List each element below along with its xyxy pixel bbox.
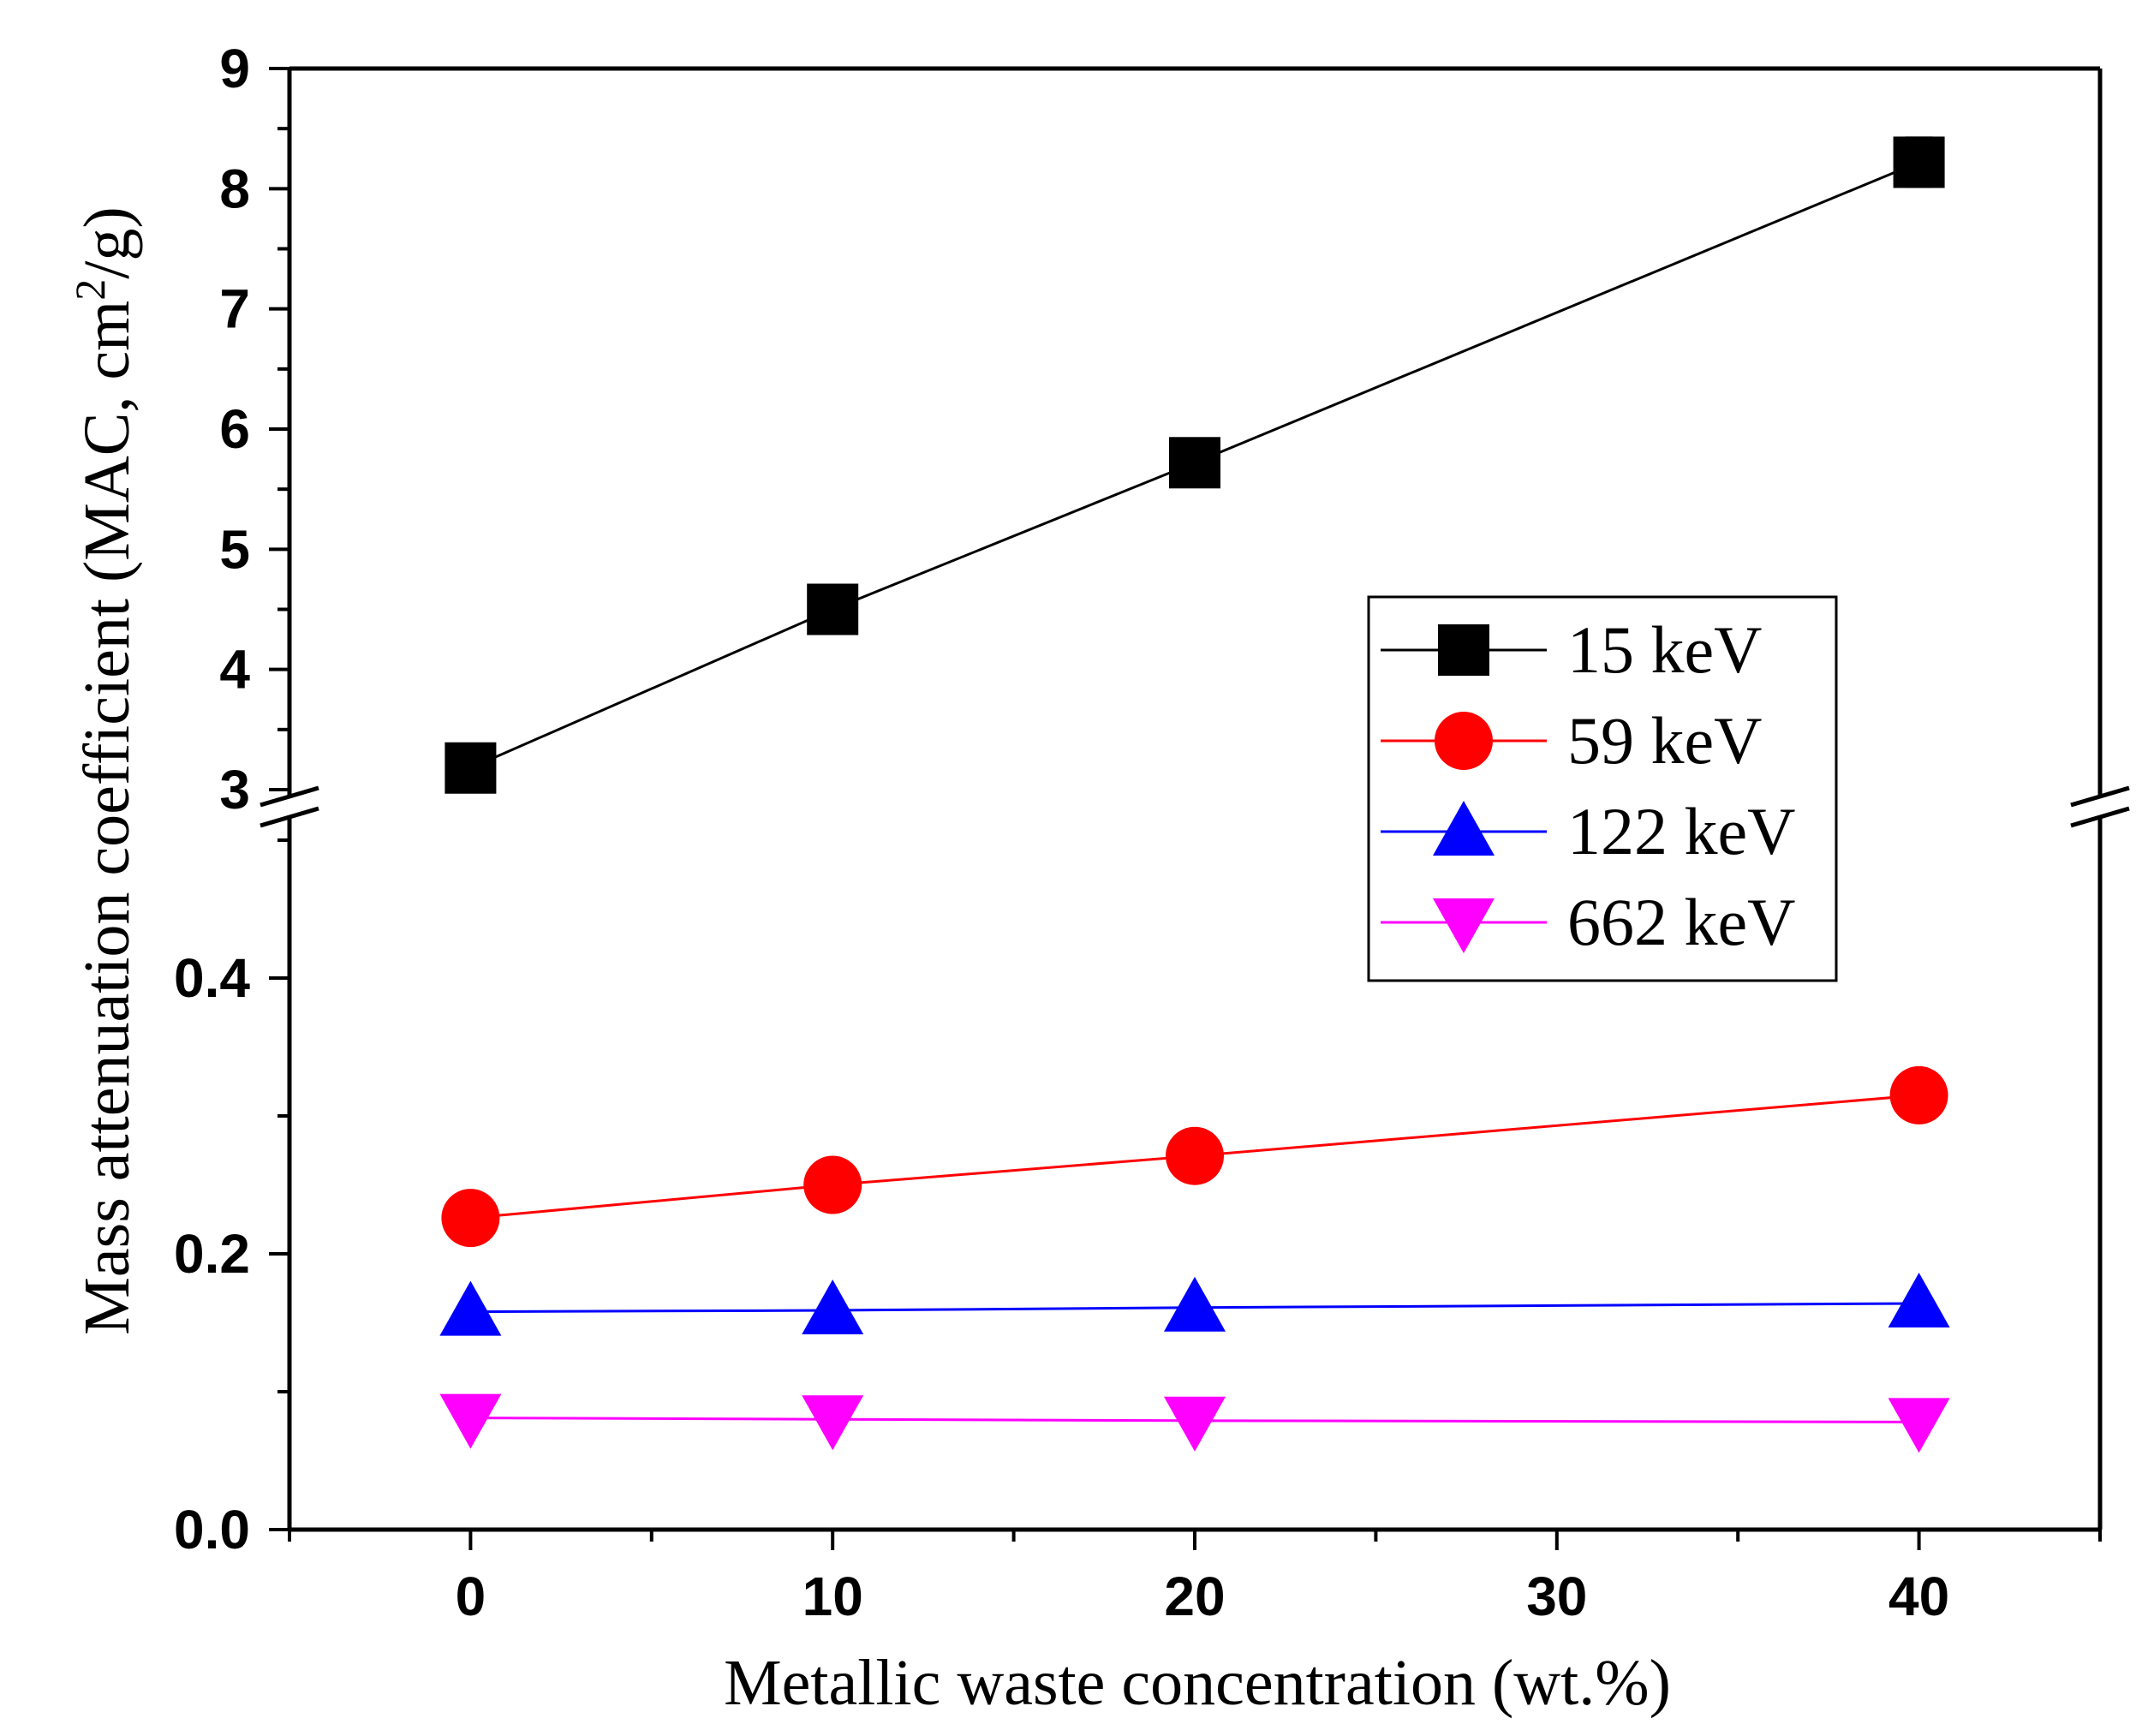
legend-entry: 59 keV bbox=[1381, 703, 1762, 778]
legend-label: 15 keV bbox=[1567, 612, 1762, 687]
x-tick-label: 30 bbox=[1526, 1566, 1587, 1627]
data-point bbox=[802, 1395, 864, 1451]
series-122-kev bbox=[439, 1272, 1950, 1336]
axes-layer: 0 10 20 30 40 3 4 5 6 7 8 9 0.0 0.2 0.4 bbox=[174, 38, 2130, 1627]
x-tick-label: 20 bbox=[1164, 1566, 1225, 1627]
axis-break-right-2 bbox=[2070, 806, 2130, 828]
data-point bbox=[1889, 1065, 1948, 1125]
y-tick-label: 8 bbox=[219, 158, 250, 219]
legend-entry: 15 keV bbox=[1381, 612, 1762, 687]
y-axis-title: Mass attenuation coefficient (MAC, cm2/g… bbox=[66, 206, 143, 1334]
y-tick-label: 3 bbox=[219, 759, 250, 820]
data-point bbox=[802, 1280, 864, 1335]
data-point bbox=[439, 1393, 502, 1449]
data-point bbox=[1164, 1276, 1226, 1332]
y-tick-label: 4 bbox=[219, 639, 250, 701]
y-axis-title-unit: /g) bbox=[71, 206, 143, 278]
axis-break-left-1 bbox=[260, 785, 319, 808]
data-point bbox=[1166, 1126, 1224, 1185]
y-tick-label: 0.4 bbox=[174, 947, 250, 1009]
y-axis-title-main: Mass attenuation coefficient (MAC, cm bbox=[71, 301, 143, 1335]
legend-marker bbox=[1433, 801, 1495, 856]
x-tick-label: 10 bbox=[802, 1566, 863, 1627]
legend-marker bbox=[1435, 712, 1493, 770]
y-tick-label: 7 bbox=[219, 278, 250, 340]
legend: 15 keV 59 keV 122 keV 662 keV bbox=[1367, 595, 1838, 982]
data-point bbox=[1888, 1398, 1950, 1453]
legend-label: 662 keV bbox=[1567, 885, 1795, 959]
series-layer bbox=[439, 136, 1950, 1453]
series-59-kev bbox=[441, 1065, 1948, 1248]
series-line bbox=[470, 1302, 1919, 1314]
legend-entry: 662 keV bbox=[1381, 885, 1795, 959]
x-tick-label: 0 bbox=[456, 1566, 486, 1627]
x-tick-label: 40 bbox=[1888, 1566, 1949, 1627]
data-point bbox=[807, 583, 859, 635]
series-15-kev bbox=[445, 136, 1945, 794]
series-line bbox=[469, 161, 1920, 770]
data-point bbox=[1888, 1272, 1950, 1327]
data-point bbox=[1164, 1396, 1226, 1452]
data-point bbox=[441, 1189, 500, 1248]
y-tick-label: 9 bbox=[219, 38, 250, 99]
series-662-kev bbox=[439, 1393, 1950, 1453]
data-point bbox=[439, 1280, 502, 1336]
y-tick-label: 5 bbox=[219, 518, 250, 580]
data-point bbox=[803, 1155, 862, 1214]
x-axis-title: Metallic waste concentration (wt.%) bbox=[724, 1647, 1671, 1719]
legend-marker bbox=[1433, 898, 1495, 953]
data-point bbox=[445, 742, 497, 794]
y-tick-label: 0.2 bbox=[174, 1223, 250, 1285]
y-tick-label: 6 bbox=[219, 398, 250, 460]
legend-entry: 122 keV bbox=[1381, 794, 1795, 868]
axis-break-left-2 bbox=[260, 806, 319, 828]
axis-break-right-1 bbox=[2070, 785, 2130, 808]
data-point bbox=[1169, 437, 1220, 489]
y-axis-title-sup: 2 bbox=[66, 279, 114, 301]
data-point bbox=[1893, 136, 1945, 188]
legend-label: 122 keV bbox=[1567, 794, 1795, 868]
series-line bbox=[470, 1094, 1919, 1220]
y-tick-label: 0.0 bbox=[174, 1499, 250, 1560]
series-line bbox=[470, 1417, 1919, 1423]
legend-label: 59 keV bbox=[1567, 703, 1762, 778]
legend-marker bbox=[1438, 624, 1489, 676]
